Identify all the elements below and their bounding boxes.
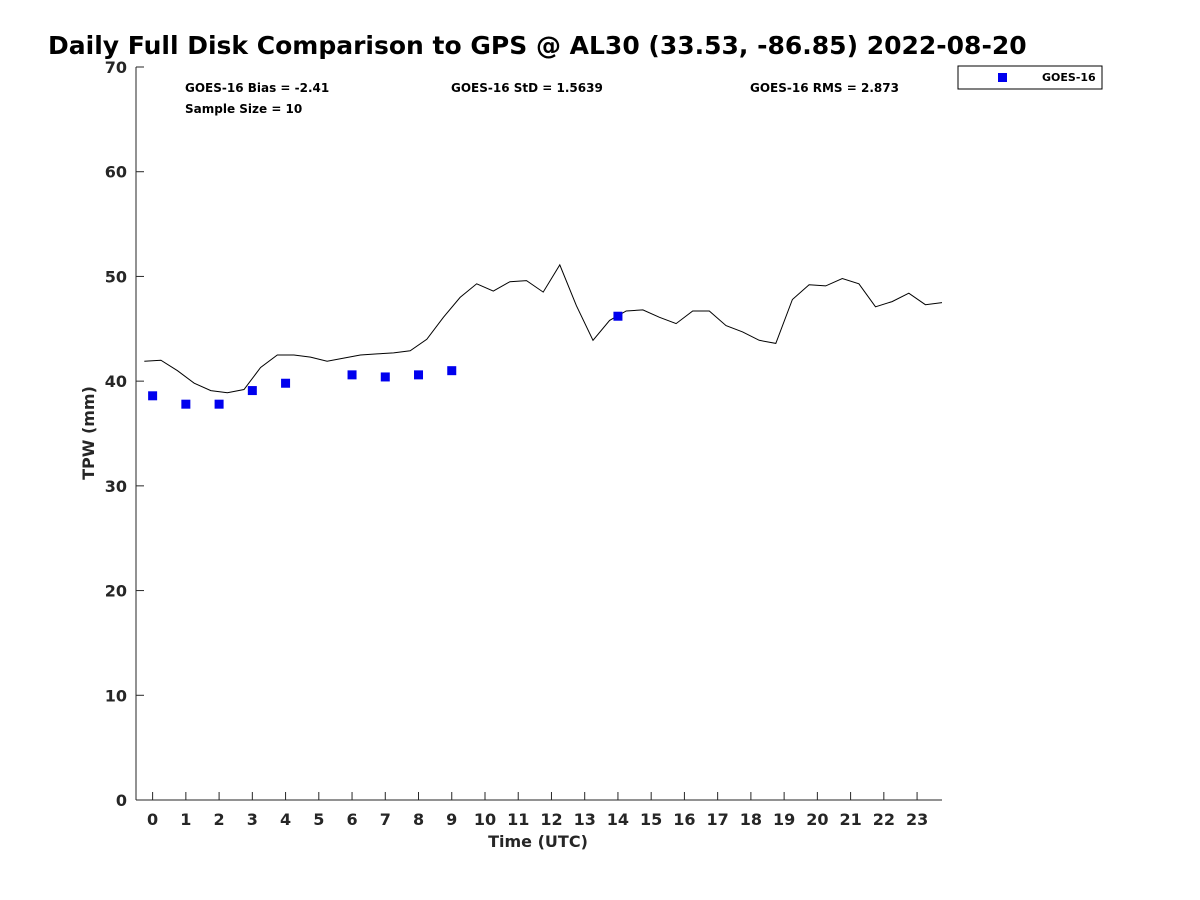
y-ticks: 0 10 20 30 40 50 60 70 xyxy=(105,58,144,810)
x-ticks: 0 1 2 3 4 5 6 7 8 9 10 11 12 13 14 15 16 17 18 19 20 21 22 23 xyxy=(147,792,928,829)
gps-line-group xyxy=(144,263,943,394)
x-tick-label: 10 xyxy=(474,810,496,829)
x-tick-label: 12 xyxy=(540,810,562,829)
gps-line xyxy=(144,263,943,394)
legend-marker xyxy=(998,73,1007,82)
x-tick-label: 22 xyxy=(873,810,895,829)
x-tick-label: 0 xyxy=(147,810,158,829)
goes16-point xyxy=(447,366,457,376)
x-tick-label: 15 xyxy=(640,810,662,829)
goes16-point xyxy=(281,378,291,388)
chart-title: Daily Full Disk Comparison to GPS @ AL30… xyxy=(48,31,1027,60)
stat-bias: GOES-16 Bias = -2.41 xyxy=(185,81,329,95)
x-tick-label: 7 xyxy=(380,810,391,829)
y-tick-label: 10 xyxy=(105,686,127,705)
x-tick-label: 3 xyxy=(247,810,258,829)
x-tick-label: 17 xyxy=(707,810,729,829)
goes16-point xyxy=(247,386,257,396)
stat-sample-size: Sample Size = 10 xyxy=(185,102,302,116)
legend-box xyxy=(957,65,1103,90)
goes16-point xyxy=(181,399,191,409)
x-tick-label: 19 xyxy=(773,810,795,829)
y-tick-label: 30 xyxy=(105,477,127,496)
goes16-point xyxy=(613,311,623,321)
x-tick-label: 18 xyxy=(740,810,762,829)
y-tick-label: 20 xyxy=(105,582,127,601)
x-tick-label: 5 xyxy=(313,810,324,829)
y-tick-label: 70 xyxy=(105,58,127,77)
x-tick-label: 9 xyxy=(446,810,457,829)
goes16-points xyxy=(148,311,623,409)
x-tick-label: 1 xyxy=(180,810,191,829)
x-tick-label: 11 xyxy=(507,810,529,829)
y-tick-label: 40 xyxy=(105,372,127,391)
x-tick-label: 4 xyxy=(280,810,291,829)
x-tick-label: 20 xyxy=(806,810,828,829)
y-axis-label: TPW (mm) xyxy=(79,386,98,480)
legend: GOES-16 xyxy=(957,65,1103,90)
x-tick-label: 21 xyxy=(839,810,861,829)
stat-rms: GOES-16 RMS = 2.873 xyxy=(750,81,899,95)
goes16-point xyxy=(380,372,390,382)
stat-std: GOES-16 StD = 1.5639 xyxy=(451,81,603,95)
goes16-point xyxy=(214,399,224,409)
y-tick-label: 60 xyxy=(105,163,127,182)
legend-label: GOES-16 xyxy=(1042,71,1096,84)
y-tick-label: 0 xyxy=(116,791,127,810)
goes16-point xyxy=(414,370,424,380)
x-tick-label: 16 xyxy=(673,810,695,829)
x-tick-label: 6 xyxy=(346,810,357,829)
x-tick-label: 14 xyxy=(607,810,629,829)
x-tick-label: 8 xyxy=(413,810,424,829)
plot-area xyxy=(135,67,942,801)
y-tick-label: 50 xyxy=(105,267,127,286)
x-tick-label: 13 xyxy=(574,810,596,829)
x-axis-label: Time (UTC) xyxy=(488,832,588,851)
goes16-point xyxy=(347,370,357,380)
x-tick-label: 23 xyxy=(906,810,928,829)
goes16-point xyxy=(148,391,158,401)
x-tick-label: 2 xyxy=(214,810,225,829)
